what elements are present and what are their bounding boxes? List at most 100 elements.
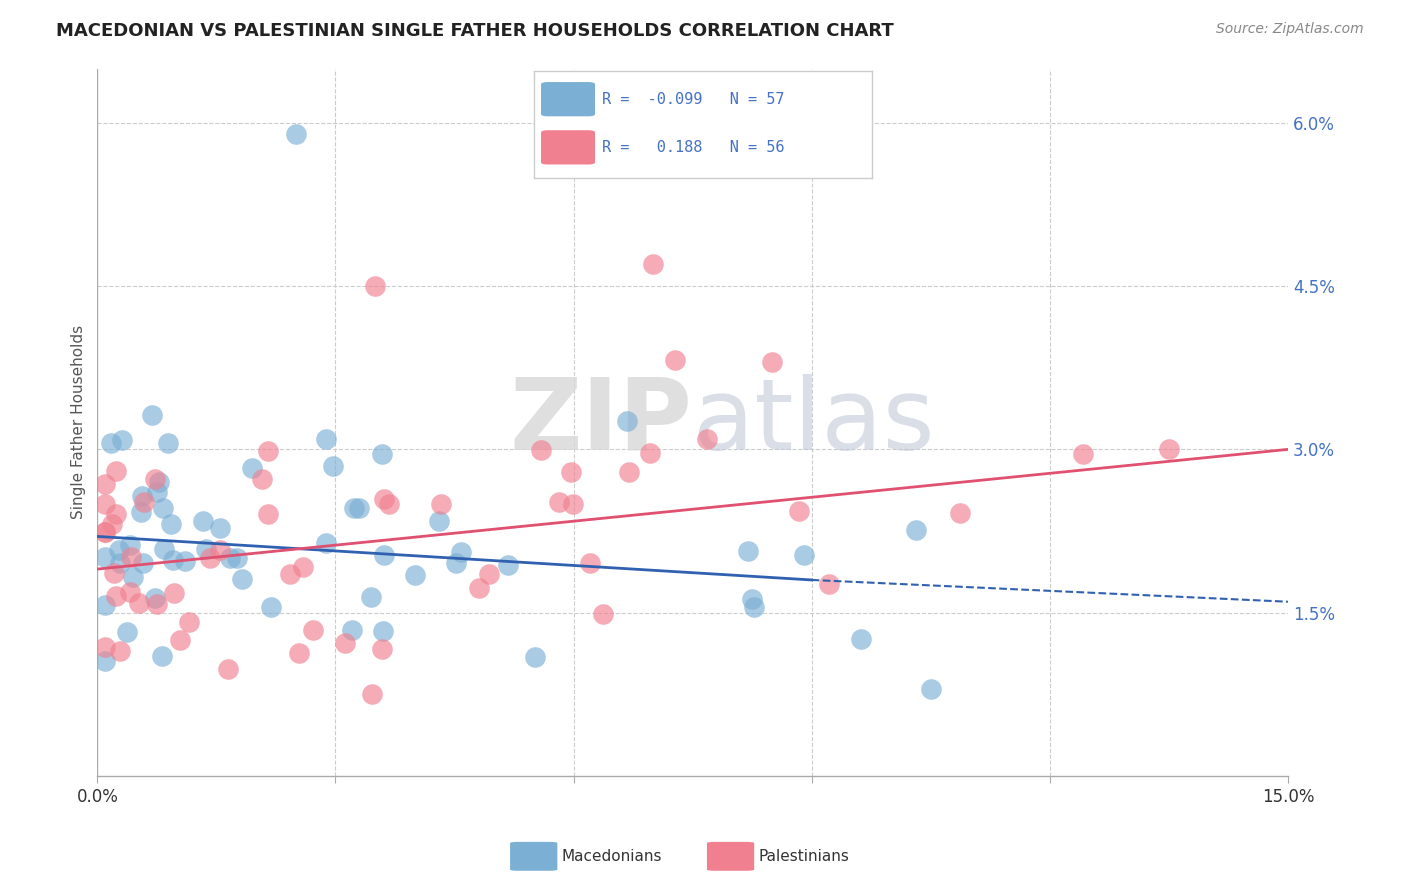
Point <box>131 489 153 503</box>
Point <box>561 498 583 512</box>
Point <box>404 568 426 582</box>
Point <box>560 465 582 479</box>
Point <box>152 500 174 515</box>
Point <box>198 550 221 565</box>
Point <box>496 558 519 573</box>
Point <box>94 640 117 654</box>
Point <box>371 642 394 657</box>
Point <box>105 507 128 521</box>
Point <box>100 436 122 450</box>
Point <box>373 491 395 506</box>
Point <box>242 461 264 475</box>
Point <box>94 599 117 613</box>
Point <box>152 542 174 557</box>
Text: Macedonians: Macedonians <box>561 849 662 863</box>
Point <box>120 584 142 599</box>
Point <box>818 577 841 591</box>
Point <box>478 567 501 582</box>
Point <box>132 495 155 509</box>
Point <box>278 567 301 582</box>
Point <box>94 654 117 668</box>
Point <box>378 497 401 511</box>
Point <box>315 433 337 447</box>
Point <box>94 550 117 565</box>
Point <box>322 459 344 474</box>
FancyBboxPatch shape <box>541 82 595 116</box>
Point <box>467 581 489 595</box>
Point <box>156 435 179 450</box>
Point <box>169 632 191 647</box>
Point <box>218 551 240 566</box>
Point <box>108 543 131 558</box>
Text: R =   0.188   N = 56: R = 0.188 N = 56 <box>602 140 785 155</box>
Text: R =  -0.099   N = 57: R = -0.099 N = 57 <box>602 92 785 107</box>
Point <box>150 649 173 664</box>
FancyBboxPatch shape <box>541 130 595 164</box>
Point <box>641 257 664 271</box>
FancyBboxPatch shape <box>707 842 754 871</box>
Point <box>162 552 184 566</box>
Point <box>94 477 117 491</box>
Point <box>793 548 815 562</box>
Point <box>347 501 370 516</box>
Point <box>742 600 765 615</box>
Point <box>430 497 453 511</box>
Point <box>217 662 239 676</box>
Point <box>103 566 125 581</box>
Point <box>371 624 394 638</box>
Point <box>143 472 166 486</box>
Point <box>364 279 387 293</box>
Text: Source: ZipAtlas.com: Source: ZipAtlas.com <box>1216 22 1364 37</box>
Point <box>108 556 131 570</box>
Point <box>115 624 138 639</box>
Point <box>741 591 763 606</box>
Point <box>371 447 394 461</box>
Point <box>905 523 928 537</box>
Text: MACEDONIAN VS PALESTINIAN SINGLE FATHER HOUSEHOLDS CORRELATION CHART: MACEDONIAN VS PALESTINIAN SINGLE FATHER … <box>56 22 894 40</box>
Point <box>696 433 718 447</box>
Point <box>617 465 640 479</box>
Point <box>427 515 450 529</box>
Point <box>94 524 117 539</box>
Point <box>179 615 201 629</box>
Point <box>849 632 872 647</box>
Point <box>256 508 278 522</box>
FancyBboxPatch shape <box>510 842 557 871</box>
Point <box>288 646 311 660</box>
Point <box>163 586 186 600</box>
Point <box>548 495 571 509</box>
Point <box>160 517 183 532</box>
Point <box>920 681 942 696</box>
Text: ZIP: ZIP <box>510 374 693 471</box>
Point <box>146 485 169 500</box>
Point <box>132 557 155 571</box>
Point <box>225 550 247 565</box>
Point <box>148 475 170 489</box>
Point <box>1071 447 1094 461</box>
Point <box>579 556 602 570</box>
Point <box>450 545 472 559</box>
Point <box>129 505 152 519</box>
Point <box>121 549 143 564</box>
Point <box>592 607 614 621</box>
Point <box>250 471 273 485</box>
Point <box>1157 442 1180 457</box>
Point <box>789 503 811 517</box>
Point <box>122 570 145 584</box>
Text: Palestinians: Palestinians <box>758 849 849 863</box>
Point <box>143 591 166 605</box>
Point <box>360 590 382 604</box>
Point <box>949 506 972 520</box>
Point <box>292 559 315 574</box>
Point <box>118 538 141 552</box>
Point <box>343 501 366 516</box>
Point <box>444 556 467 570</box>
Point <box>191 514 214 528</box>
Point <box>737 543 759 558</box>
Text: atlas: atlas <box>693 374 934 471</box>
Point <box>101 516 124 531</box>
Point <box>146 597 169 611</box>
Point <box>94 524 117 539</box>
Point <box>256 444 278 458</box>
Point <box>173 554 195 568</box>
